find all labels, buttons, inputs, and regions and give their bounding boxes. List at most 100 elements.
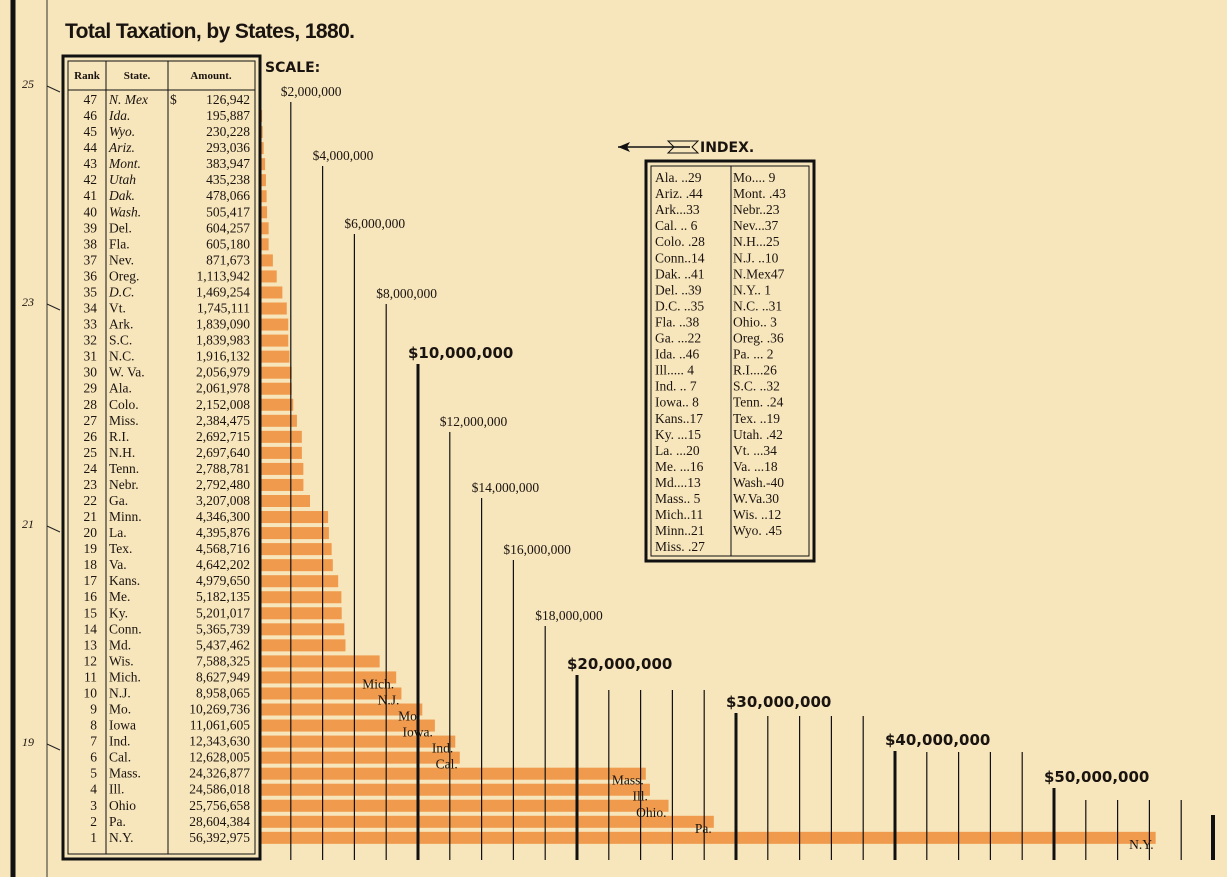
rank: 45 (84, 124, 98, 139)
bar (257, 655, 380, 668)
rank: 26 (84, 429, 98, 444)
rank: 5 (90, 766, 97, 781)
index-entry: D.C. ..35 (655, 298, 704, 313)
rank: 2 (90, 814, 97, 829)
state: N.J. (109, 685, 131, 700)
state: Miss. (109, 413, 139, 428)
index-entry: W.Va.30 (733, 491, 779, 506)
amount: 505,417 (206, 204, 250, 219)
amount: 5,437,462 (196, 637, 250, 652)
index-entry: N.C. ..31 (733, 298, 782, 313)
table: Rank State. Amount. 47 N. Mex 126,942$46 Id… (61, 54, 262, 861)
margin-label: 19 (22, 735, 34, 749)
amount: 604,257 (206, 220, 250, 235)
index-entry: Ill..... 4 (655, 363, 694, 378)
bar (257, 799, 669, 812)
rank: 3 (90, 798, 97, 813)
scale-label: $6,000,000 (344, 216, 405, 231)
rank: 38 (84, 236, 98, 251)
scale-label: $4,000,000 (313, 148, 374, 163)
margin-tick (46, 303, 61, 311)
state: Utah (109, 172, 136, 187)
index-entry: Dak. ..41 (655, 266, 705, 281)
rank: 18 (84, 557, 98, 572)
rank: 36 (84, 268, 98, 283)
state: N.H. (109, 445, 135, 460)
bar (257, 462, 304, 475)
state: Vt. (109, 301, 126, 316)
state: Ida. (108, 108, 130, 123)
state: Conn. (109, 621, 142, 636)
scale-label: $50,000,000 (1044, 768, 1149, 786)
state: Ga. (109, 493, 128, 508)
bar-label: Mo. (398, 709, 420, 724)
amount: 478,066 (206, 188, 250, 203)
currency: $ (170, 92, 177, 107)
rank: 15 (84, 605, 98, 620)
rank: 42 (84, 172, 98, 187)
scale-label: $14,000,000 (472, 480, 540, 495)
bar-label: Ill. (633, 789, 648, 804)
table-border (67, 60, 256, 855)
bar (257, 703, 423, 716)
rank: 25 (84, 445, 98, 460)
index-entry: Ariz. .44 (655, 186, 703, 201)
index-entry: Del. ..39 (655, 282, 702, 297)
index-entry: Miss. .27 (655, 539, 705, 554)
index-border (650, 165, 810, 557)
amount: 28,604,384 (189, 814, 250, 829)
rank: 33 (84, 317, 98, 332)
rank: 20 (84, 525, 98, 540)
bar (257, 591, 342, 604)
index-entry: Conn..14 (655, 250, 705, 265)
amount: 56,392,975 (189, 830, 250, 845)
rank: 9 (90, 702, 97, 717)
amount: 4,979,650 (196, 573, 250, 588)
amount: 2,061,978 (196, 381, 250, 396)
index-entry: Iowa.. 8 (655, 395, 699, 410)
state: Tenn. (109, 461, 139, 476)
rank: 35 (84, 284, 98, 299)
amount: 4,642,202 (196, 557, 250, 572)
state: Del. (109, 220, 132, 235)
state: Kans. (109, 573, 140, 588)
bar (257, 543, 332, 556)
amount: 5,201,017 (196, 605, 250, 620)
state: D.C. (108, 284, 135, 299)
index-entry: Cal. .. 6 (655, 218, 698, 233)
amount: 10,269,736 (189, 702, 250, 717)
rank: 40 (84, 204, 98, 219)
amount: 1,113,942 (197, 268, 251, 283)
index-entry: R.I....26 (733, 363, 777, 378)
bar (257, 575, 339, 588)
rank: 7 (90, 734, 97, 749)
bar (257, 495, 310, 507)
state: Mo. (109, 702, 131, 717)
bar-label: Pa. (695, 821, 712, 836)
amount: 7,588,325 (196, 653, 250, 668)
state: Ill. (109, 782, 124, 797)
bar (257, 478, 304, 491)
rank: 13 (84, 637, 98, 652)
rank: 23 (84, 477, 98, 492)
index-entry: Nebr..23 (733, 202, 780, 217)
state: Nev. (109, 252, 134, 267)
bar (257, 414, 297, 427)
amount: 5,365,739 (196, 621, 250, 636)
index-entry: Mo.... 9 (733, 170, 776, 185)
bar-label: N.Y. (1129, 837, 1154, 852)
margin-tick (46, 743, 61, 751)
state: Md. (109, 637, 131, 652)
amount: 1,839,090 (196, 317, 250, 332)
bar (257, 511, 329, 524)
margin-tick (46, 525, 61, 533)
index-entry: Mont. .43 (733, 186, 786, 201)
state: Iowa (109, 718, 136, 733)
bar (257, 382, 292, 395)
bar (257, 190, 267, 203)
index-entry: Ark...33 (655, 202, 700, 217)
arrow-feather (666, 140, 700, 154)
amount: 8,627,949 (196, 669, 250, 684)
state: Colo. (109, 397, 139, 412)
